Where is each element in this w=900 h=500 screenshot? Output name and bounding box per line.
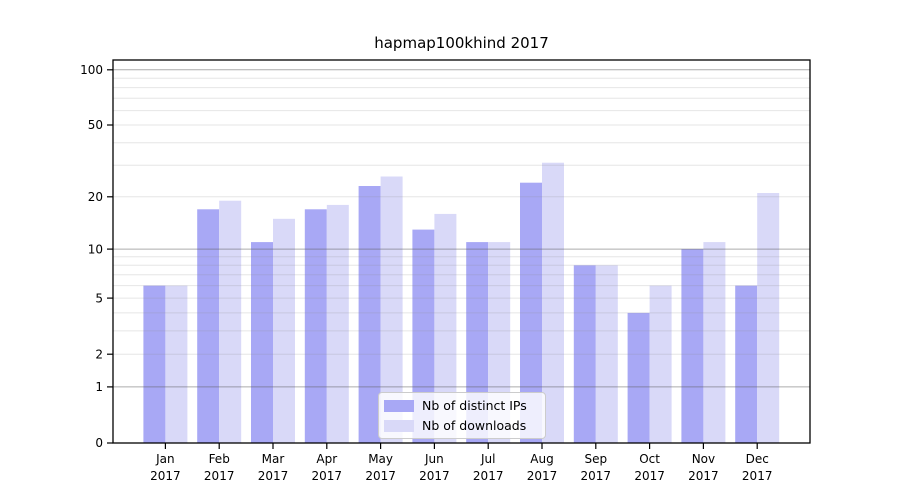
x-tick-label-aug: Aug 2017 xyxy=(527,452,558,483)
x-tick-label-may: May 2017 xyxy=(365,452,396,483)
x-tick-label-sep: Sep 2017 xyxy=(581,452,612,483)
bar-distinct-ips-oct xyxy=(627,312,650,443)
y-tick-label-5: 5 xyxy=(95,291,103,305)
x-tick-label-nov: Nov 2017 xyxy=(688,452,719,483)
bar-distinct-ips-dec xyxy=(735,285,758,443)
bar-distinct-ips-jun xyxy=(412,229,435,443)
bar-distinct-ips-aug xyxy=(520,182,542,443)
bar-distinct-ips-sep xyxy=(573,265,596,443)
bar-downloads-feb xyxy=(219,200,242,443)
x-tick-label-apr: Apr 2017 xyxy=(312,452,343,483)
x-tick-label-oct: Oct 2017 xyxy=(634,452,665,483)
y-tick-label-2: 2 xyxy=(95,347,103,361)
bar-downloads-nov xyxy=(703,242,726,443)
legend-label-distinct-ips: Nb of distinct IPs xyxy=(422,398,527,413)
x-tick-label-feb: Feb 2017 xyxy=(204,452,235,483)
x-tick-label-jun: Jun 2017 xyxy=(419,452,450,483)
y-tick-label-0: 0 xyxy=(95,436,103,450)
y-tick-label-100: 100 xyxy=(80,63,103,77)
bar-distinct-ips-jan xyxy=(143,285,166,443)
bar-downloads-jan xyxy=(165,285,188,443)
legend: Nb of distinct IPs Nb of downloads xyxy=(378,392,546,439)
bar-distinct-ips-nov xyxy=(681,249,704,443)
x-tick-label-jul: Jul 2017 xyxy=(473,452,504,483)
chart-title: hapmap100khind 2017 xyxy=(374,34,549,52)
axes-layer: 0 1 2 5 10 20 50 100 Jan 2017 Feb 2017 Mar 2017 Apr 201… xyxy=(80,59,811,483)
y-tick-label-50: 50 xyxy=(88,118,103,132)
legend-row-distinct-ips: Nb of distinct IPs xyxy=(384,398,537,413)
bar-distinct-ips-may xyxy=(358,186,381,443)
x-tick-label-dec: Dec 2017 xyxy=(742,452,773,483)
bar-downloads-dec xyxy=(757,193,780,443)
bar-distinct-ips-feb xyxy=(197,209,220,443)
x-tick-label-mar: Mar 2017 xyxy=(258,452,289,483)
x-tick-label-jan: Jan 2017 xyxy=(150,452,181,483)
bar-downloads-sep xyxy=(595,265,618,443)
legend-row-downloads: Nb of downloads xyxy=(384,418,537,433)
gridlines-layer xyxy=(113,69,810,388)
bar-downloads-oct xyxy=(649,285,672,443)
bar-distinct-ips-mar xyxy=(251,242,273,443)
bar-downloads-aug xyxy=(542,162,564,443)
y-tick-label-10: 10 xyxy=(88,242,103,256)
bar-downloads-apr xyxy=(326,204,349,443)
bar-distinct-ips-apr xyxy=(304,209,327,443)
plot-border xyxy=(112,59,811,444)
bar-downloads-may xyxy=(380,176,403,443)
bar-downloads-jun xyxy=(434,213,457,443)
y-tick-label-20: 20 xyxy=(88,190,103,204)
legend-swatch-downloads xyxy=(384,419,414,432)
y-tick-label-1: 1 xyxy=(95,380,103,394)
legend-swatch-distinct-ips xyxy=(384,399,414,412)
legend-label-downloads: Nb of downloads xyxy=(422,418,527,433)
